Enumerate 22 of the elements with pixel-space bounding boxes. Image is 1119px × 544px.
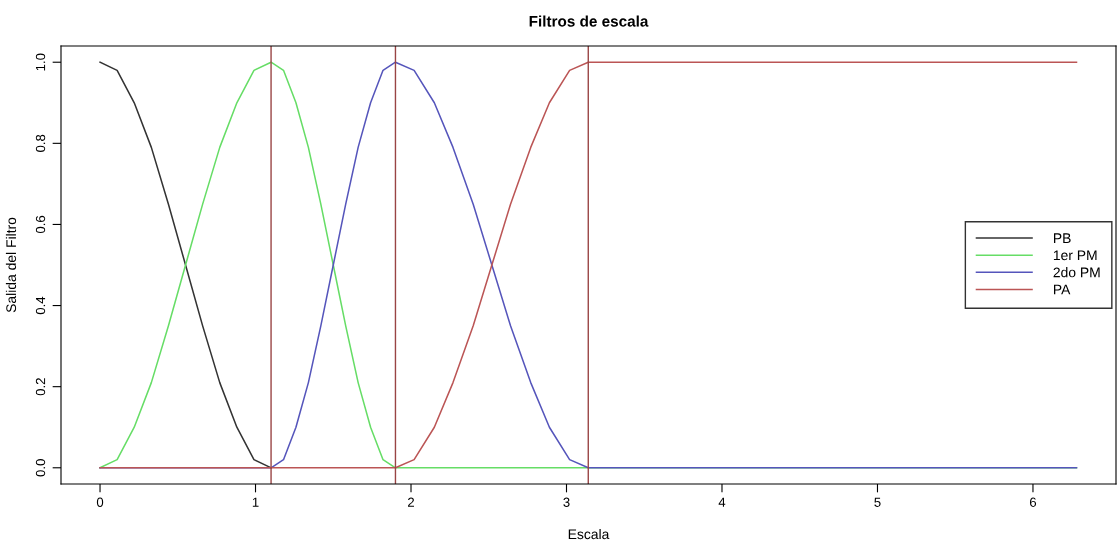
x-tick-label: 5 <box>874 497 881 507</box>
x-tick-label: 2 <box>408 497 415 507</box>
chart-title: Filtros de escala <box>529 15 649 27</box>
y-tick-label: 0.8 <box>35 134 46 152</box>
y-tick-label: 1.0 <box>35 53 46 71</box>
x-tick-label: 1 <box>252 497 259 507</box>
y-tick-label: 0.2 <box>35 378 46 396</box>
x-tick-label: 3 <box>563 497 570 507</box>
line-series <box>99 61 1078 469</box>
y-tick-label: 0.0 <box>35 459 46 477</box>
legend-label: PA <box>1054 284 1071 295</box>
line-series <box>99 61 272 469</box>
legend-label: 1er PM <box>1053 250 1097 261</box>
y-tick-label: 0.6 <box>35 215 46 234</box>
y-tick-label: 0.4 <box>35 296 46 315</box>
legend-label: 2do PM <box>1053 267 1100 278</box>
x-tick-label: 6 <box>1029 497 1037 507</box>
x-axis-title: Escala <box>568 528 610 540</box>
x-tick-label: 0 <box>96 497 104 507</box>
y-axis-title: Salida del Filtro <box>5 217 17 313</box>
x-tick-label: 4 <box>718 497 726 507</box>
legend-label: PB <box>1054 233 1071 243</box>
